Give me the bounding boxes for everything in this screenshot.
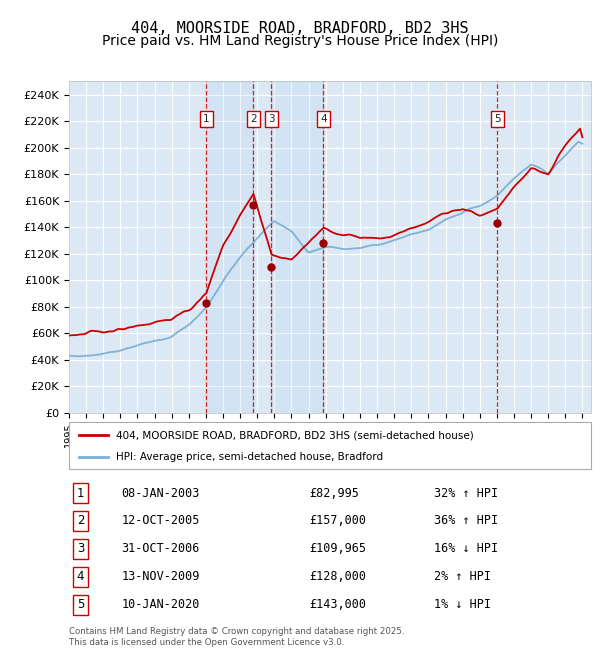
Text: 404, MOORSIDE ROAD, BRADFORD, BD2 3HS: 404, MOORSIDE ROAD, BRADFORD, BD2 3HS [131, 21, 469, 36]
Text: 1: 1 [203, 114, 210, 124]
Text: 1% ↓ HPI: 1% ↓ HPI [434, 598, 491, 611]
Text: 5: 5 [494, 114, 500, 124]
Text: HPI: Average price, semi-detached house, Bradford: HPI: Average price, semi-detached house,… [116, 452, 383, 461]
Text: 08-JAN-2003: 08-JAN-2003 [121, 486, 200, 499]
Text: 1: 1 [77, 486, 84, 499]
Text: 4: 4 [320, 114, 327, 124]
Text: £109,965: £109,965 [309, 542, 366, 555]
Text: £157,000: £157,000 [309, 515, 366, 528]
Text: 13-NOV-2009: 13-NOV-2009 [121, 571, 200, 584]
Text: 2: 2 [250, 114, 257, 124]
Text: Price paid vs. HM Land Registry's House Price Index (HPI): Price paid vs. HM Land Registry's House … [102, 34, 498, 48]
Text: 31-OCT-2006: 31-OCT-2006 [121, 542, 200, 555]
FancyBboxPatch shape [69, 422, 591, 469]
Bar [206, 81, 253, 413]
Text: 2% ↑ HPI: 2% ↑ HPI [434, 571, 491, 584]
Text: 2: 2 [77, 515, 84, 528]
Text: Contains HM Land Registry data © Crown copyright and database right 2025.
This d: Contains HM Land Registry data © Crown c… [69, 627, 404, 647]
Text: £128,000: £128,000 [309, 571, 366, 584]
Text: 3: 3 [268, 114, 275, 124]
Text: 10-JAN-2020: 10-JAN-2020 [121, 598, 200, 611]
Text: 36% ↑ HPI: 36% ↑ HPI [434, 515, 499, 528]
Text: 4: 4 [77, 571, 84, 584]
Bar [271, 81, 323, 413]
Text: 3: 3 [77, 542, 84, 555]
Text: 12-OCT-2005: 12-OCT-2005 [121, 515, 200, 528]
Text: 32% ↑ HPI: 32% ↑ HPI [434, 486, 499, 499]
Text: 16% ↓ HPI: 16% ↓ HPI [434, 542, 499, 555]
Text: 404, MOORSIDE ROAD, BRADFORD, BD2 3HS (semi-detached house): 404, MOORSIDE ROAD, BRADFORD, BD2 3HS (s… [116, 430, 474, 440]
Text: £82,995: £82,995 [309, 486, 359, 499]
Text: 5: 5 [77, 598, 84, 611]
Text: £143,000: £143,000 [309, 598, 366, 611]
